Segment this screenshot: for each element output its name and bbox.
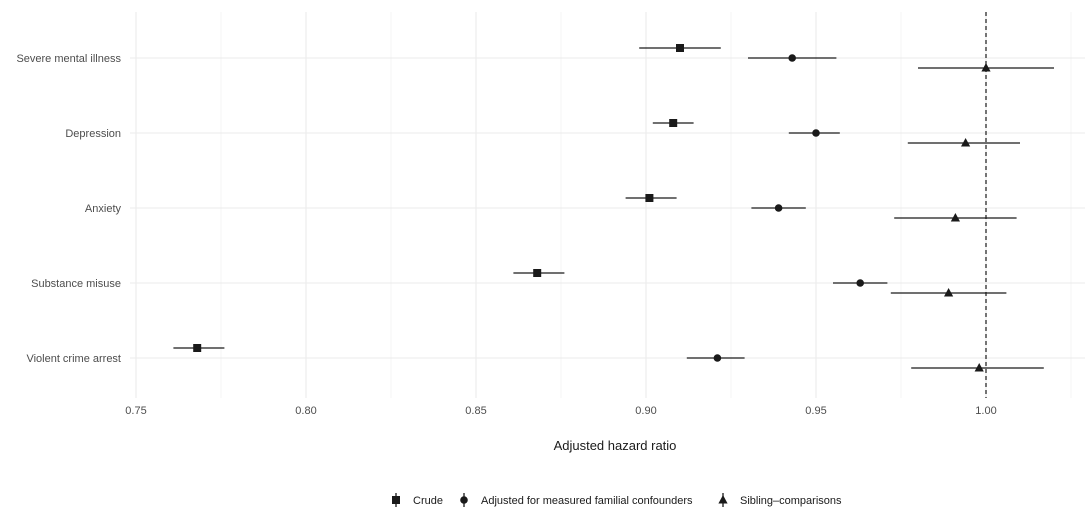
x-tick-label: 0.75 [125, 405, 146, 417]
x-tick-label: 1.00 [975, 405, 996, 417]
legend-item: Adjusted for measured familial confounde… [460, 493, 693, 507]
legend-label: Crude [413, 495, 443, 507]
estimate-point [669, 119, 678, 127]
legend-item: Sibling–comparisons [718, 493, 842, 507]
estimate-point [981, 63, 991, 72]
estimate-point [774, 204, 783, 212]
estimate-point [645, 194, 654, 202]
legend-label: Sibling–comparisons [740, 495, 842, 507]
legend-label: Adjusted for measured familial confounde… [481, 495, 693, 507]
x-axis-title: Adjusted hazard ratio [554, 438, 677, 453]
legend: Crude Adjusted for measured familial conf… [392, 493, 842, 507]
estimate-point [856, 279, 864, 287]
category-label: Substance misuse [31, 278, 121, 290]
x-tick-label: 0.85 [465, 405, 486, 417]
x-tick-label: 0.90 [635, 405, 656, 417]
estimate-point [713, 354, 722, 362]
estimate-point [961, 138, 971, 147]
category-label: Anxiety [85, 203, 122, 215]
category-label: Violent crime arrest [26, 353, 121, 365]
x-tick-labels: 0.75 0.80 0.85 0.90 0.95 1.00 [125, 405, 996, 417]
category-labels: Severe mental illness Depression Anxiety Su… [16, 53, 121, 365]
category-label: Depression [65, 128, 121, 140]
estimate-point [788, 54, 796, 62]
marks-layer [173, 44, 1054, 372]
legend-key-marker [392, 496, 400, 504]
legend-key-marker [460, 496, 468, 504]
estimate-point [944, 288, 954, 297]
x-tick-label: 0.95 [805, 405, 826, 417]
legend-key-marker [718, 495, 728, 504]
estimate-point [193, 344, 202, 352]
grid-layer [130, 12, 1085, 398]
estimate-point [950, 213, 960, 222]
legend-item: Crude [392, 493, 443, 507]
estimate-point [974, 363, 984, 372]
estimate-point [676, 44, 684, 52]
x-tick-label: 0.80 [295, 405, 316, 417]
estimate-point [812, 129, 820, 137]
category-label: Severe mental illness [16, 53, 121, 65]
estimate-point [533, 269, 542, 277]
